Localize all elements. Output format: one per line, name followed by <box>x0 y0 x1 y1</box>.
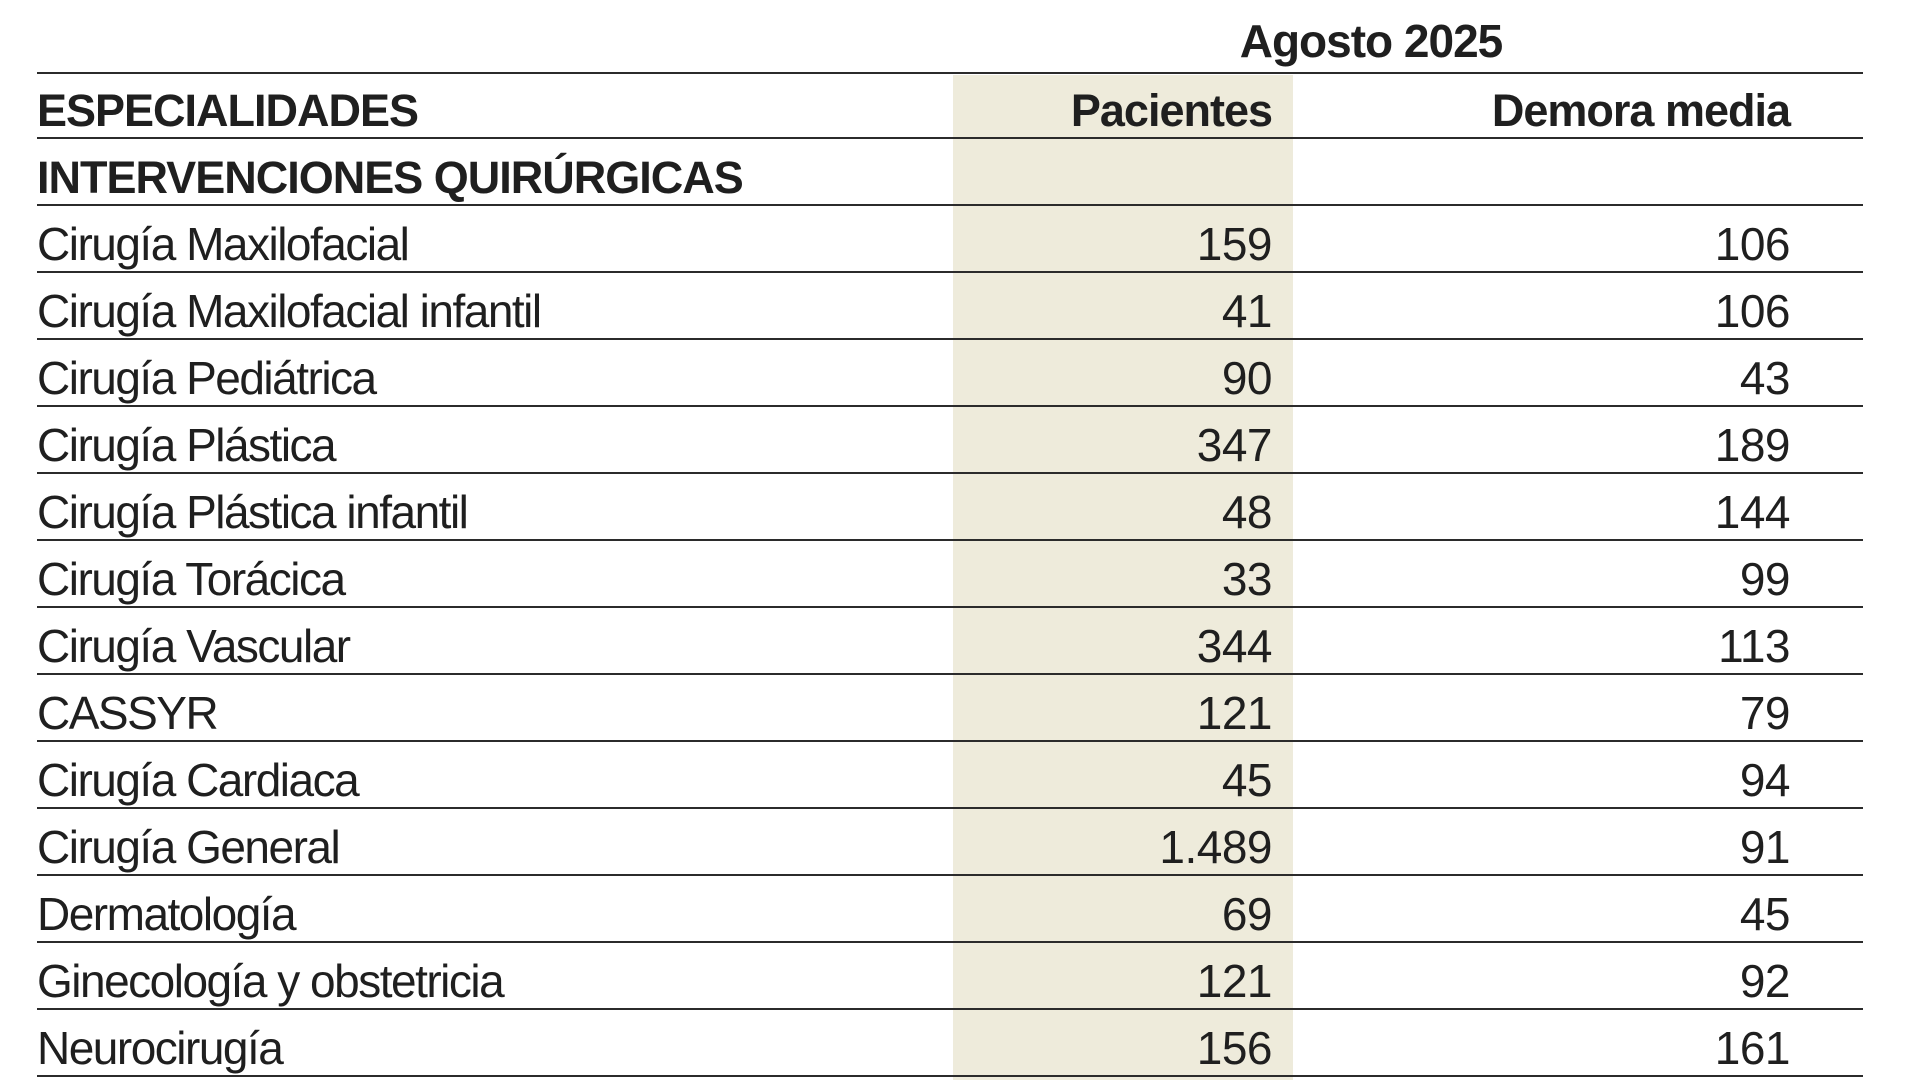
delay-value: 94 <box>1739 754 1791 806</box>
patients-column-highlight <box>953 75 1293 1080</box>
table-row: Cirugía Maxilofacial infantil 41 106 <box>37 273 1863 340</box>
header-patients: Pacientes <box>1070 85 1273 136</box>
table-row: Cirugía Cardiaca 45 94 <box>37 742 1863 809</box>
delay-value: 79 <box>1739 687 1791 739</box>
table-row: Ginecología y obstetricia 121 92 <box>37 943 1863 1010</box>
delay-value: 144 <box>1714 486 1791 538</box>
table-row: Cirugía Torácica 33 99 <box>37 541 1863 608</box>
delay-value: 106 <box>1714 218 1791 270</box>
delay-value: 189 <box>1714 419 1791 471</box>
specialty-name: Ginecología y obstetricia <box>37 955 505 1007</box>
delay-value: 43 <box>1739 352 1791 404</box>
specialty-name: Cirugía Torácica <box>37 553 346 605</box>
header-delay: Demora media <box>1491 85 1791 136</box>
specialty-name: Cirugía Cardiaca <box>37 754 360 806</box>
patients-value: 45 <box>1221 754 1273 806</box>
table-row: Cirugía Plástica 347 189 <box>37 407 1863 474</box>
delay-value: 45 <box>1739 888 1791 940</box>
specialty-name: Dermatología <box>37 888 297 940</box>
specialty-name: Cirugía Vascular <box>37 620 351 672</box>
header-specialties: ESPECIALIDADES <box>37 85 419 136</box>
section-row: INTERVENCIONES QUIRÚRGICAS <box>37 139 1863 206</box>
specialty-name: Cirugía General <box>37 821 341 873</box>
table-row: Cirugía Plástica infantil 48 144 <box>37 474 1863 541</box>
patients-value: 1.489 <box>1159 821 1272 873</box>
table-row: CASSYR 121 79 <box>37 675 1863 742</box>
delay-value: 91 <box>1739 821 1791 873</box>
specialty-name: Cirugía Plástica infantil <box>37 486 469 538</box>
specialty-name: Neurocirugía <box>37 1022 284 1074</box>
specialty-name: Cirugía Maxilofacial infantil <box>37 285 542 337</box>
section-title: INTERVENCIONES QUIRÚRGICAS <box>37 152 744 203</box>
delay-value: 92 <box>1739 955 1791 1007</box>
table-row: Dermatología 69 45 <box>37 876 1863 943</box>
delay-value: 161 <box>1714 1022 1791 1074</box>
table-row: Cirugía Pediátrica 90 43 <box>37 340 1863 407</box>
header-row: ESPECIALIDADES Pacientes Demora media <box>37 72 1863 139</box>
patients-value: 69 <box>1221 888 1273 940</box>
table-row: Cirugía General 1.489 91 <box>37 809 1863 876</box>
table-row: Neurocirugía 156 161 <box>37 1010 1863 1077</box>
table-row: Cirugía Maxilofacial 159 106 <box>37 206 1863 273</box>
waiting-list-table: Agosto 2025 ESPECIALIDADES Pacientes Dem… <box>37 0 1863 1080</box>
patients-value: 90 <box>1221 352 1273 404</box>
specialty-name: CASSYR <box>37 687 219 739</box>
patients-value: 33 <box>1221 553 1273 605</box>
patients-value: 344 <box>1196 620 1273 672</box>
patients-value: 121 <box>1196 955 1273 1007</box>
specialty-name: Cirugía Pediátrica <box>37 352 377 404</box>
delay-value: 106 <box>1714 285 1791 337</box>
patients-value: 41 <box>1221 285 1273 337</box>
delay-value: 113 <box>1718 620 1790 672</box>
table-row: Cirugía Vascular 344 113 <box>37 608 1863 675</box>
specialty-name: Cirugía Maxilofacial <box>37 218 410 270</box>
period-label: Agosto 2025 <box>1239 15 1504 67</box>
patients-value: 347 <box>1196 419 1273 471</box>
patients-value: 48 <box>1221 486 1273 538</box>
specialty-name: Cirugía Plástica <box>37 419 337 471</box>
patients-value: 121 <box>1196 687 1273 739</box>
delay-value: 99 <box>1739 553 1791 605</box>
patients-value: 156 <box>1196 1022 1273 1074</box>
truncated-row <box>37 1068 1863 1080</box>
patients-value: 159 <box>1196 218 1273 270</box>
